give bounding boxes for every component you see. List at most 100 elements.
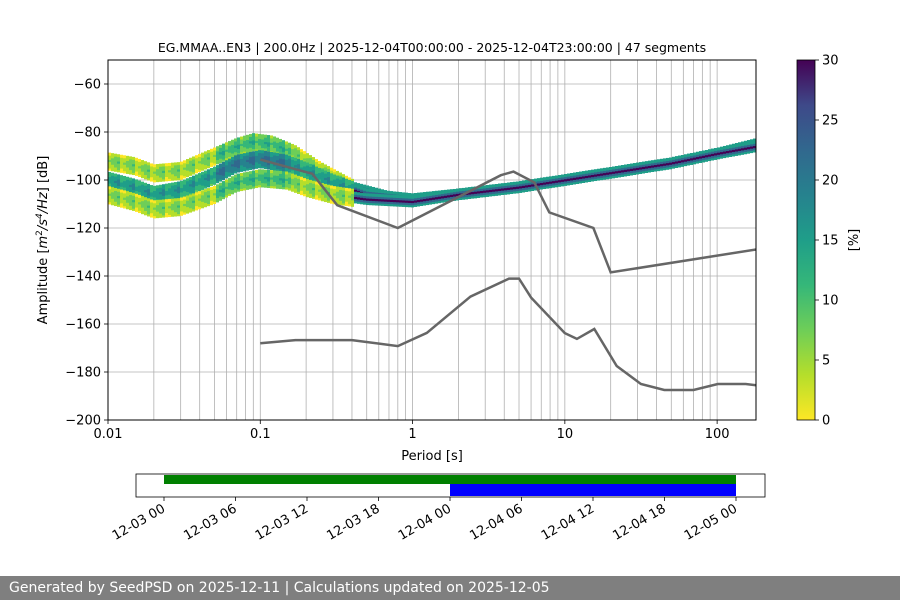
heatmap-cell xyxy=(345,202,348,206)
heatmap-cell xyxy=(399,195,402,199)
heatmap-cell xyxy=(351,178,354,182)
heatmap-cell xyxy=(186,201,189,205)
heatmap-cell xyxy=(261,140,264,144)
heatmap-cell xyxy=(666,162,669,166)
heatmap-cell xyxy=(210,172,213,176)
heatmap-cell xyxy=(216,157,219,161)
heatmap-cell xyxy=(114,187,117,191)
heatmap-cell xyxy=(147,170,150,174)
y-axis-label: Amplitude [m2/s4/Hz] [dB] xyxy=(35,156,51,325)
heatmap-cell xyxy=(381,194,384,198)
heatmap-cell xyxy=(372,202,375,206)
heatmap-cell xyxy=(153,213,156,217)
heatmap-cell xyxy=(300,149,303,153)
heatmap-cell xyxy=(138,171,141,175)
heatmap-cell xyxy=(150,185,153,189)
heatmap-cell xyxy=(444,190,447,194)
heatmap-cell xyxy=(552,180,555,184)
heatmap-cell xyxy=(165,205,168,209)
heatmap-cell xyxy=(138,163,141,167)
heatmap-cell xyxy=(177,162,180,166)
heatmap-cell xyxy=(252,181,255,185)
heatmap-cell xyxy=(114,182,117,186)
heatmap-cell xyxy=(168,187,171,191)
heatmap-cell xyxy=(723,150,726,154)
heatmap-cell xyxy=(240,140,243,144)
heatmap-cell xyxy=(516,185,519,189)
heatmap-cell xyxy=(288,153,291,157)
heatmap-cell xyxy=(327,170,330,174)
heatmap-cell xyxy=(309,186,312,190)
heatmap-cell xyxy=(240,181,243,185)
heatmap-cell xyxy=(519,185,522,189)
heatmap-cell xyxy=(198,183,201,187)
heatmap-cell xyxy=(279,155,282,159)
heatmap-cell xyxy=(177,213,180,217)
heatmap-cell xyxy=(126,206,129,210)
heatmap-cell xyxy=(324,183,327,187)
heatmap-cell xyxy=(114,153,117,157)
heatmap-cell xyxy=(147,209,150,213)
heatmap-cell xyxy=(201,205,204,209)
heatmap-cell xyxy=(234,164,237,168)
heatmap-cell xyxy=(609,167,612,171)
heatmap-cell xyxy=(219,197,222,201)
heatmap-cell xyxy=(606,167,609,171)
heatmap-cell xyxy=(294,173,297,177)
heatmap-cell xyxy=(588,176,591,180)
heatmap-cell xyxy=(246,156,249,160)
heatmap-cell xyxy=(258,158,261,162)
heatmap-cell xyxy=(624,168,627,172)
heatmap-cell xyxy=(159,189,162,193)
heatmap-cell xyxy=(195,183,198,187)
heatmap-cell xyxy=(123,178,126,182)
heatmap-cell xyxy=(609,173,612,177)
heatmap-cell xyxy=(129,156,132,160)
heatmap-cell xyxy=(333,186,336,190)
heatmap-cell xyxy=(153,202,156,206)
heatmap-cell xyxy=(126,185,129,189)
heatmap-cell xyxy=(174,207,177,211)
heatmap-cell xyxy=(195,168,198,172)
heatmap-cell xyxy=(120,163,123,167)
heatmap-cell xyxy=(291,143,294,147)
heatmap-cell xyxy=(180,172,183,176)
heatmap-cell xyxy=(381,190,384,194)
heatmap-cell xyxy=(198,162,201,166)
heatmap-cell xyxy=(261,180,264,184)
heatmap-cell xyxy=(234,151,237,155)
heatmap-cell xyxy=(150,205,153,209)
heatmap-cell xyxy=(240,149,243,153)
heatmap-cell xyxy=(171,186,174,190)
heatmap-cell xyxy=(144,167,147,171)
heatmap-cell xyxy=(138,184,141,188)
heatmap-cell xyxy=(123,201,126,205)
heatmap-cell xyxy=(228,169,231,173)
heatmap-cell xyxy=(150,210,153,214)
heatmap-cell xyxy=(153,192,156,196)
heatmap-cell xyxy=(138,167,141,171)
heatmap-cell xyxy=(141,164,144,168)
heatmap-cell xyxy=(741,149,744,153)
heatmap-cell xyxy=(327,166,330,170)
heatmap-cell xyxy=(171,205,174,209)
heatmap-cell xyxy=(456,190,459,194)
heatmap-cell xyxy=(702,154,705,158)
heatmap-cell xyxy=(198,186,201,190)
heatmap-cell xyxy=(348,177,351,181)
heatmap-cell xyxy=(192,199,195,203)
heatmap-cell xyxy=(129,207,132,211)
heatmap-cell xyxy=(336,199,339,203)
heatmap-cell xyxy=(459,192,462,196)
heatmap-cell xyxy=(297,163,300,167)
heatmap-cell xyxy=(162,201,165,205)
heatmap-cell xyxy=(738,150,741,154)
heatmap-cell xyxy=(741,151,744,155)
heatmap-cell xyxy=(645,165,648,169)
heatmap-cell xyxy=(393,191,396,195)
heatmap-cell xyxy=(273,163,276,167)
heatmap-cell xyxy=(267,153,270,157)
heatmap-cell xyxy=(243,174,246,178)
heatmap-cell xyxy=(123,175,126,179)
heatmap-cell xyxy=(303,186,306,190)
